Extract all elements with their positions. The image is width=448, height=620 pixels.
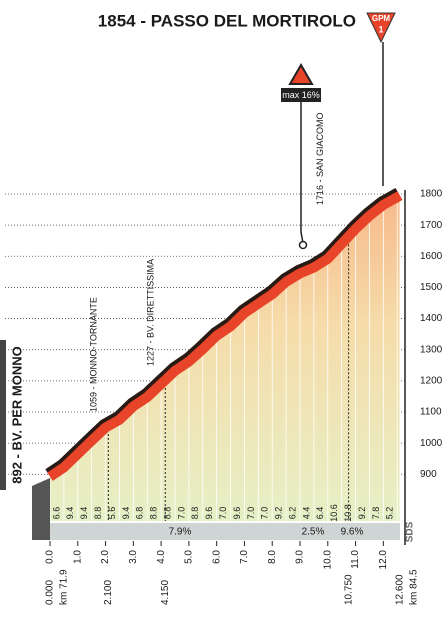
grade-label: 8.8 bbox=[149, 507, 159, 520]
max-box bbox=[281, 88, 321, 102]
grade-label: 6.4 bbox=[315, 507, 325, 520]
km-mark-label: 4.150 bbox=[160, 580, 171, 605]
max-point bbox=[298, 240, 308, 250]
plot bbox=[45, 187, 403, 522]
max-label: max 16% bbox=[282, 90, 320, 100]
grade-label: 7.8 bbox=[371, 507, 381, 520]
average-label: 7.9% bbox=[169, 527, 192, 538]
y-tick-label: 1100 bbox=[420, 407, 442, 418]
grade-label: 9.2 bbox=[357, 507, 367, 520]
km-mark-label: 12.600 bbox=[395, 574, 406, 605]
logo: SDS bbox=[405, 521, 416, 542]
chart-title: 1854 - PASSO DEL MORTIROLO bbox=[98, 11, 356, 30]
grade-label: 9.4 bbox=[121, 507, 131, 520]
max-icon bbox=[288, 63, 314, 85]
km-mark-label: 10.750 bbox=[343, 574, 354, 605]
grade-label: 8.8 bbox=[190, 507, 200, 520]
y-tick-label: 1500 bbox=[420, 282, 443, 293]
x-tick-label: 8.0 bbox=[267, 550, 278, 564]
grade-label: 6.2 bbox=[287, 507, 297, 520]
y-tick-label: 1700 bbox=[420, 220, 443, 231]
average-label: 9.6% bbox=[341, 527, 364, 538]
grade-label: 5.6 bbox=[107, 507, 117, 520]
grade-label: 4.4 bbox=[301, 507, 311, 520]
x-tick-label: 11.0 bbox=[350, 550, 361, 569]
annotation-label: 1716 - SAN GIACOMO bbox=[315, 112, 325, 205]
x-tick-label: 2.0 bbox=[100, 550, 111, 564]
base-block bbox=[32, 478, 50, 540]
grade-label: 6.6 bbox=[51, 507, 61, 520]
y-tick-label: 1400 bbox=[420, 313, 443, 324]
x-tick-label: 3.0 bbox=[128, 550, 139, 564]
y-tick-label: 1300 bbox=[420, 344, 443, 355]
grade-label: 10.8 bbox=[343, 504, 353, 522]
grade-label: 7.0 bbox=[260, 507, 270, 520]
annotation-label: 1059 - MONNO-TORNANTE bbox=[89, 297, 99, 412]
km-start: km 71.9 bbox=[59, 569, 70, 605]
grade-label: 7.0 bbox=[176, 507, 186, 520]
max-line bbox=[300, 102, 304, 244]
x-tick-label: 12.0 bbox=[378, 550, 389, 570]
x-tick-label: 5.0 bbox=[184, 550, 195, 564]
grade-label: 9.6 bbox=[204, 507, 214, 520]
y-tick-label: 1800 bbox=[420, 189, 443, 200]
badge-label: GPM bbox=[372, 14, 391, 23]
y-tick-label: 1000 bbox=[420, 438, 443, 449]
x-tick-label: 7.0 bbox=[239, 550, 250, 564]
grade-label: 9.6 bbox=[232, 507, 242, 520]
y-tick-label: 1200 bbox=[420, 375, 443, 386]
grade-label: 6.8 bbox=[135, 507, 145, 520]
grade-label: 8.8 bbox=[162, 507, 172, 520]
km-mark-label: 2.100 bbox=[103, 580, 114, 605]
gpm-badge bbox=[366, 12, 396, 44]
grade-label: 7.0 bbox=[218, 507, 228, 520]
badge-category: 1 bbox=[378, 24, 383, 34]
y-tick-label: 900 bbox=[420, 469, 437, 480]
profile-edge bbox=[45, 187, 399, 475]
average-band bbox=[50, 523, 400, 540]
grade-label: 7.0 bbox=[246, 507, 256, 520]
y-tick-label: 1600 bbox=[420, 251, 443, 262]
km-end: km 84.5 bbox=[409, 569, 420, 605]
x-tick-label: 1.0 bbox=[72, 550, 83, 564]
x-tick-label: 0.0 bbox=[45, 550, 56, 564]
grade-label: 9.2 bbox=[274, 507, 284, 520]
profile-line bbox=[47, 191, 403, 481]
start-label: 892 - BV. PER MONNO bbox=[9, 346, 24, 484]
x-tick-label: 6.0 bbox=[211, 550, 222, 564]
grade-label: 10.6 bbox=[329, 504, 339, 522]
grade-label: 5.2 bbox=[385, 507, 395, 520]
grade-label: 9.4 bbox=[65, 507, 75, 520]
x-tick-label: 10.0 bbox=[322, 550, 333, 570]
x-tick-label: 4.0 bbox=[156, 550, 167, 564]
grade-label: 8.8 bbox=[93, 507, 103, 520]
profile-area bbox=[50, 195, 400, 522]
start-bar bbox=[0, 340, 6, 490]
x-tick-label: 9.0 bbox=[295, 550, 306, 564]
grade-label: 9.4 bbox=[79, 507, 89, 520]
km-mark-label: 0.000 bbox=[45, 580, 56, 605]
annotation-label: 1227 - BV. DIRETTISSIMA bbox=[146, 259, 156, 366]
average-label: 2.5% bbox=[302, 527, 325, 538]
